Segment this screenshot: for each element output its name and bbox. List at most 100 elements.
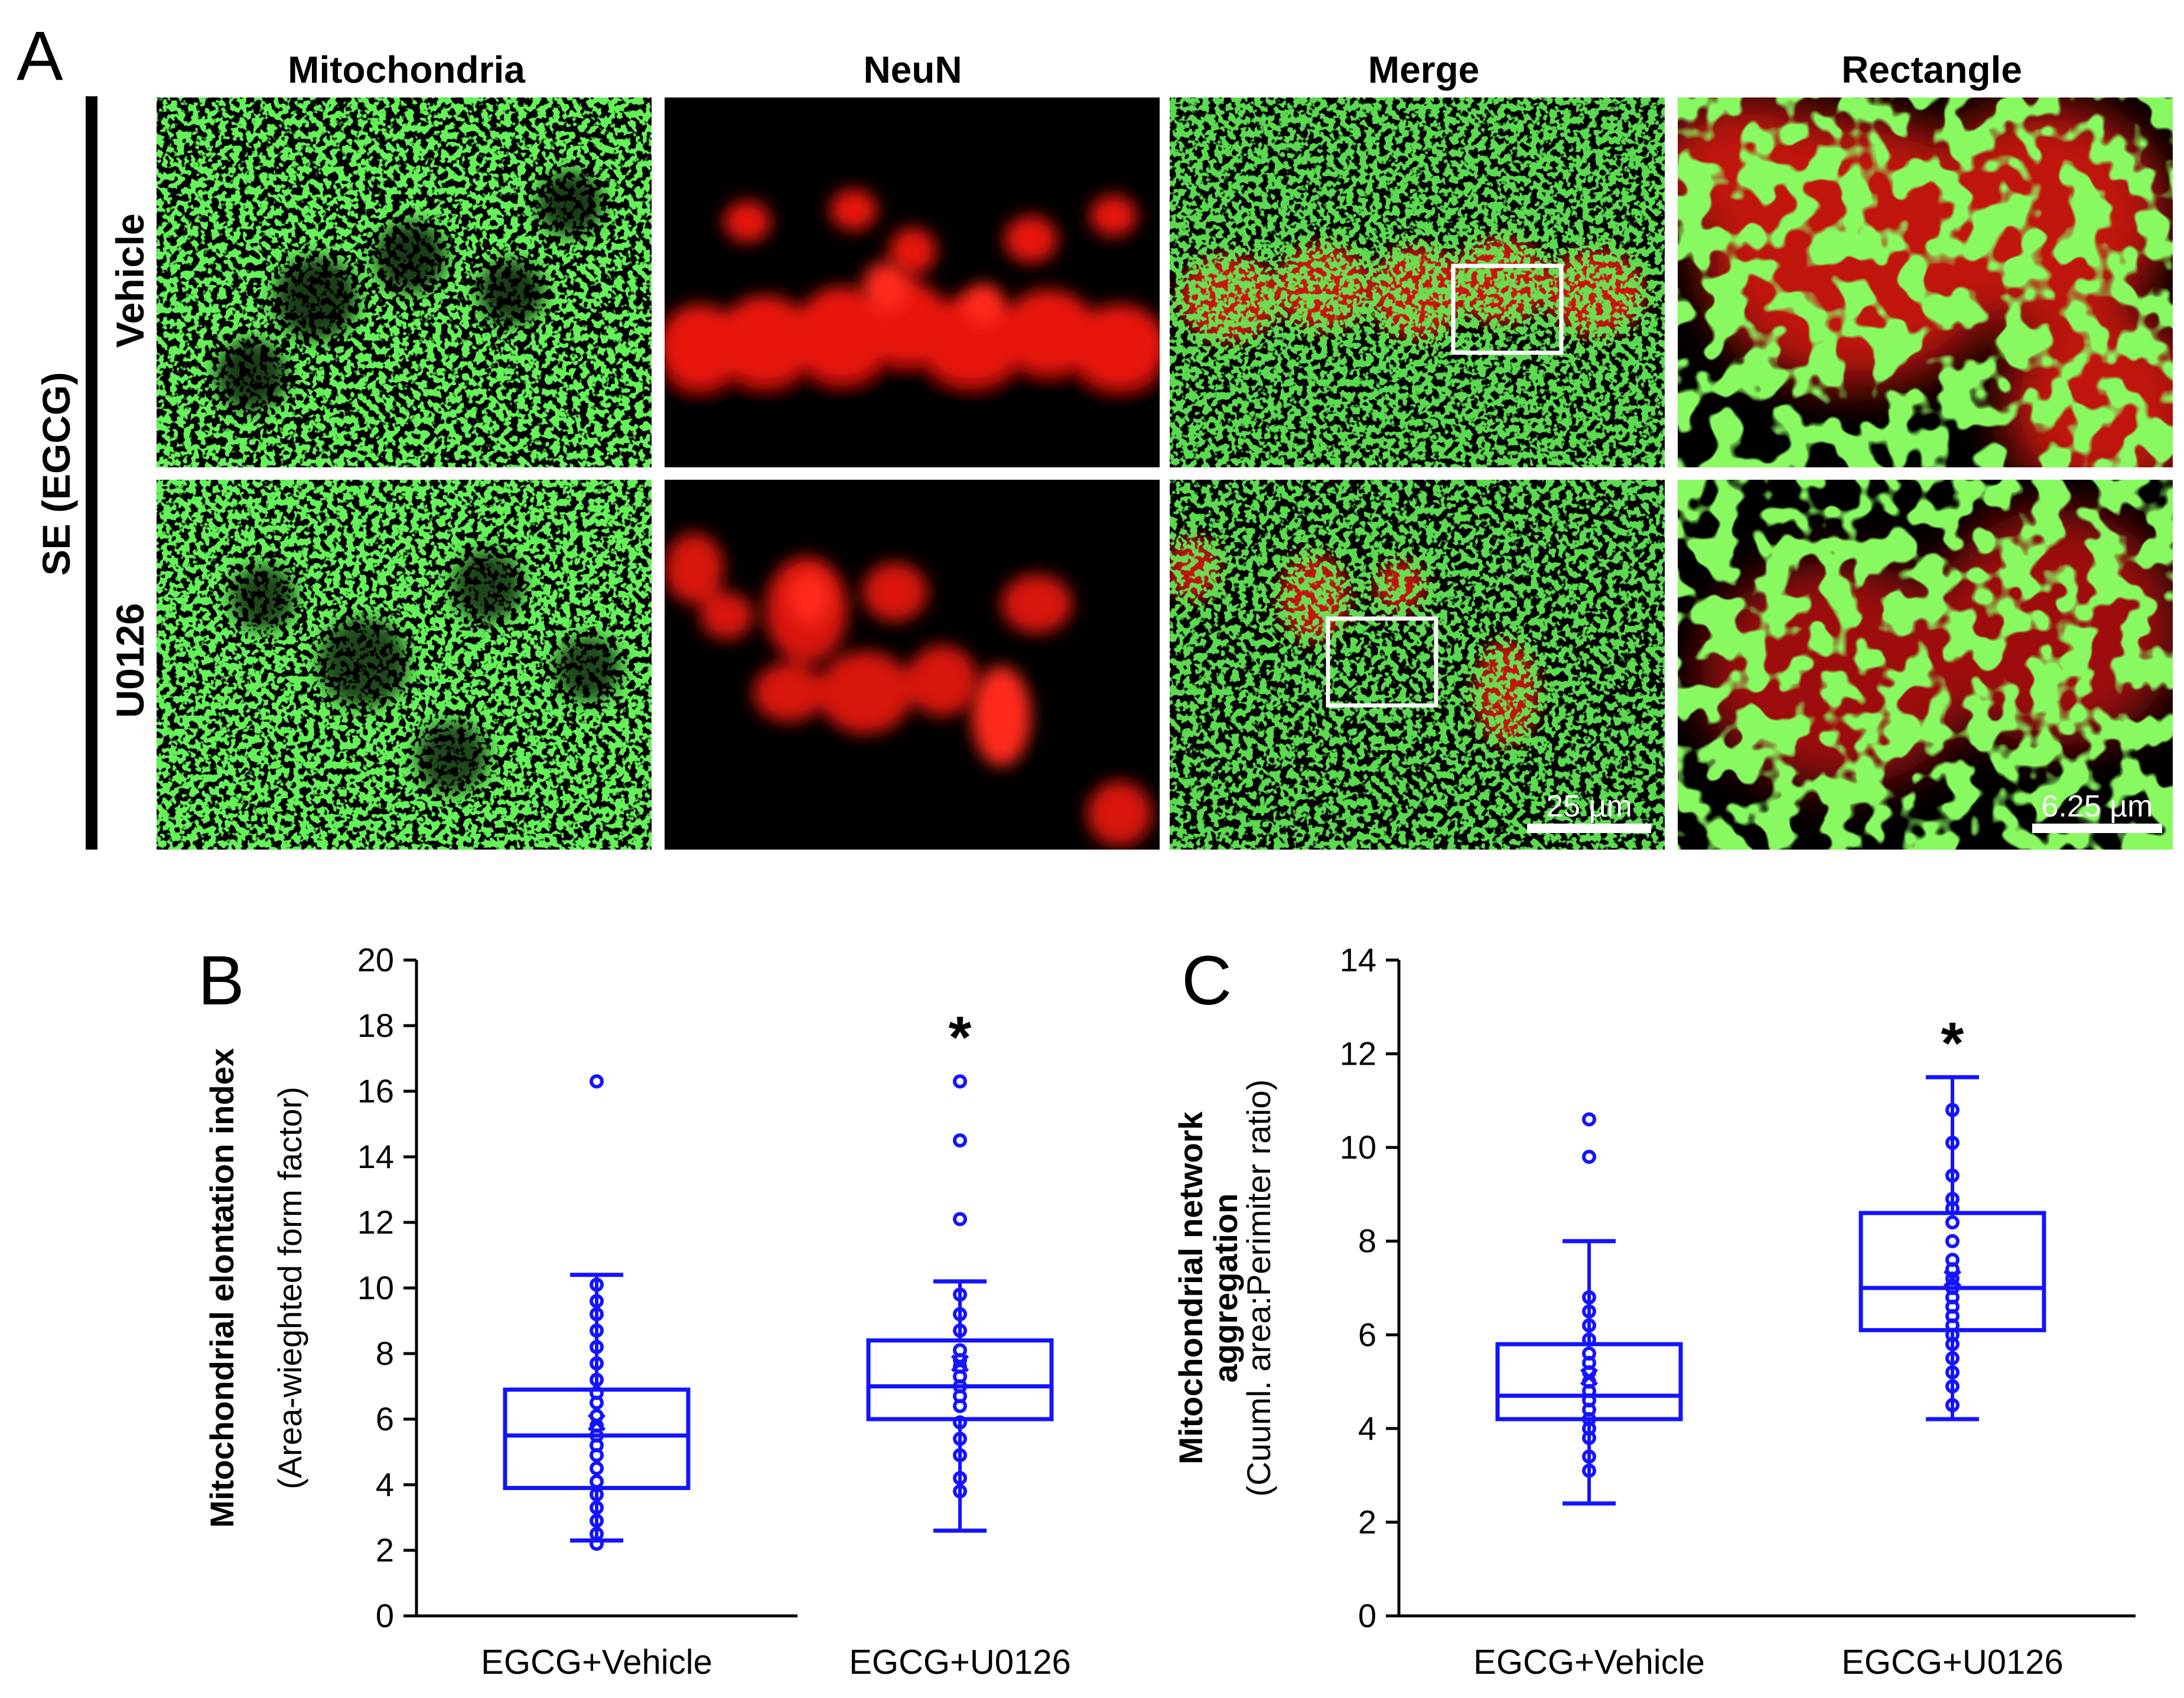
micrograph-vehicle-mitochondria bbox=[157, 97, 652, 467]
data-point bbox=[590, 1514, 604, 1528]
y-axis-label-line1: Mitochondrial elontation index bbox=[203, 1048, 240, 1528]
column-header-rectangle: Rectangle bbox=[1841, 48, 2022, 91]
y-axis-label-line1: Mitochondrial network bbox=[1172, 1111, 1209, 1464]
data-point bbox=[1945, 1168, 1960, 1183]
zoom-region-vehicle bbox=[1451, 264, 1564, 355]
data-point bbox=[1582, 1304, 1596, 1319]
scale-bar-merge bbox=[1527, 824, 1651, 833]
y-tick-label: 0 bbox=[1358, 1597, 1376, 1634]
y-tick-label: 8 bbox=[1358, 1222, 1376, 1260]
data-point bbox=[590, 1372, 604, 1387]
y-tick-label: 14 bbox=[1340, 941, 1376, 978]
data-point bbox=[1582, 1150, 1596, 1164]
data-point bbox=[953, 1074, 967, 1089]
data-point bbox=[1945, 1365, 1960, 1380]
chart-c: 0 2 4 6 8 10 12 14 Mitochondrial networkaggregat… bbox=[1172, 941, 2136, 1681]
y-axis-sublabel: (Area-wieghted form factor) bbox=[271, 1087, 308, 1489]
scale-bar-merge-label: 25 µm bbox=[1546, 789, 1632, 824]
data-point bbox=[590, 1323, 604, 1338]
data-point bbox=[590, 1339, 604, 1354]
data-point bbox=[1582, 1463, 1596, 1478]
y-tick-label: 20 bbox=[357, 941, 394, 978]
data-point bbox=[1945, 1192, 1960, 1206]
data-point bbox=[953, 1471, 967, 1485]
chart-b: 0 2 4 6 8 10 12 14 16 18 20 Mitochondrial elontatio… bbox=[203, 941, 1071, 1681]
data-point bbox=[590, 1277, 604, 1292]
x-category-label: EGCG+Vehicle bbox=[1473, 1643, 1705, 1681]
side-label: SE (EGCG) bbox=[34, 372, 78, 576]
data-point bbox=[953, 1212, 967, 1227]
data-point bbox=[590, 1294, 604, 1309]
data-point bbox=[1582, 1290, 1596, 1305]
data-point bbox=[590, 1487, 604, 1502]
y-tick-label: 4 bbox=[376, 1466, 394, 1503]
data-point bbox=[953, 1448, 967, 1463]
column-header-neun: NeuN bbox=[863, 48, 962, 91]
y-tick-label: 2 bbox=[1358, 1503, 1376, 1540]
x-category-label: EGCG+Vehicle bbox=[481, 1643, 712, 1681]
micrograph-vehicle-neun bbox=[665, 97, 1160, 467]
column-header-mitochondria: Mitochondria bbox=[288, 48, 525, 91]
data-point bbox=[953, 1432, 967, 1446]
x-category-label: EGCG+U0126 bbox=[1841, 1643, 2063, 1681]
y-tick-label: 6 bbox=[1358, 1316, 1376, 1353]
y-tick-label: 8 bbox=[376, 1335, 394, 1372]
y-tick-label: 14 bbox=[357, 1138, 394, 1175]
y-tick-label: 2 bbox=[376, 1531, 394, 1569]
y-tick-label: 4 bbox=[1358, 1410, 1376, 1447]
mean-marker bbox=[951, 1354, 969, 1372]
scale-bar-rectangle-label: 6.25 µm bbox=[2042, 789, 2153, 824]
column-header-merge: Merge bbox=[1368, 48, 1480, 91]
y-axis-label: Mitochondrial elontation index bbox=[203, 1048, 240, 1528]
y-axis-label-line2: aggregation bbox=[1207, 1193, 1244, 1383]
data-point bbox=[590, 1356, 604, 1371]
panel-label-b: B bbox=[198, 942, 245, 1020]
mean-marker bbox=[1580, 1368, 1599, 1386]
box bbox=[1495, 1342, 1683, 1421]
zoom-region-u0126 bbox=[1326, 616, 1438, 708]
significance-star: * bbox=[949, 1004, 972, 1071]
y-tick-label: 0 bbox=[376, 1597, 394, 1634]
box bbox=[866, 1338, 1054, 1421]
data-point bbox=[953, 1484, 967, 1499]
y-tick-label: 18 bbox=[357, 1007, 394, 1044]
y-tick-label: 10 bbox=[1340, 1128, 1376, 1166]
data-point bbox=[590, 1474, 604, 1489]
data-point bbox=[1945, 1253, 1960, 1267]
data-point bbox=[1582, 1449, 1596, 1464]
data-point bbox=[1945, 1136, 1960, 1150]
y-tick-label: 6 bbox=[376, 1400, 394, 1437]
data-point bbox=[1945, 1351, 1960, 1365]
data-point bbox=[590, 1461, 604, 1476]
micrograph-u0126-merge: 25 µm bbox=[1170, 480, 1665, 850]
data-point bbox=[1945, 1102, 1960, 1117]
row-label-vehicle: Vehicle bbox=[108, 213, 152, 348]
data-point bbox=[590, 1074, 604, 1089]
data-point bbox=[953, 1415, 967, 1430]
y-tick-label: 12 bbox=[357, 1203, 394, 1241]
mean-marker bbox=[1943, 1270, 1962, 1288]
micrograph-u0126-mitochondria bbox=[157, 480, 652, 850]
scale-bar-rectangle bbox=[2032, 824, 2162, 833]
data-point bbox=[1945, 1234, 1960, 1248]
data-point bbox=[953, 1133, 967, 1148]
row-label-u0126: U0126 bbox=[108, 603, 152, 718]
mean-marker bbox=[587, 1413, 606, 1432]
data-point bbox=[953, 1323, 967, 1338]
data-point bbox=[590, 1500, 604, 1515]
significance-star: * bbox=[1941, 1010, 1964, 1076]
micrograph-vehicle-rectangle bbox=[1678, 97, 2173, 467]
data-point bbox=[1945, 1379, 1960, 1394]
y-axis-sublabel: (Cuuml. area:Perimiter ratio) bbox=[1240, 1079, 1277, 1497]
data-point bbox=[1945, 1215, 1960, 1229]
data-point bbox=[1582, 1112, 1596, 1127]
y-tick-label: 12 bbox=[1340, 1035, 1376, 1072]
data-point bbox=[590, 1527, 604, 1541]
data-point bbox=[1582, 1318, 1596, 1333]
data-point bbox=[1582, 1346, 1596, 1361]
y-tick-label: 10 bbox=[357, 1269, 394, 1306]
side-bracket bbox=[86, 96, 97, 850]
micrograph-vehicle-merge bbox=[1170, 97, 1665, 467]
data-point bbox=[1582, 1332, 1596, 1347]
